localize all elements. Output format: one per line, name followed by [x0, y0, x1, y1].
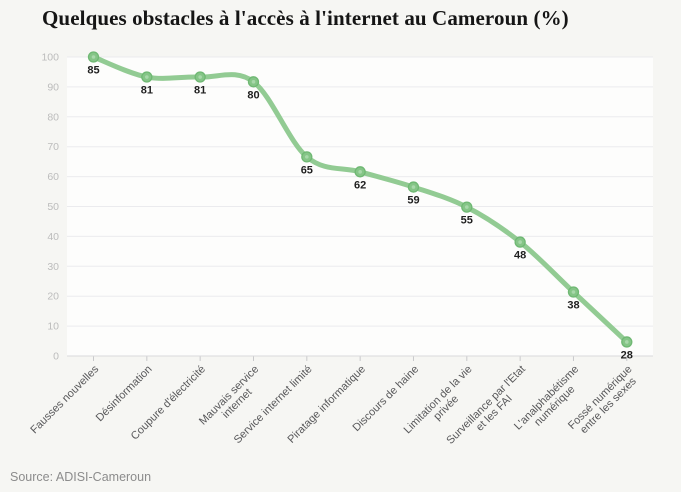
data-point-core [411, 185, 416, 189]
value-label: 62 [354, 179, 366, 191]
data-point-core [305, 155, 309, 159]
value-label: 85 [87, 65, 99, 77]
y-axis-label: 90 [47, 81, 59, 93]
y-axis-label: 20 [47, 291, 59, 303]
value-label: 55 [461, 215, 473, 227]
data-point-core [198, 75, 202, 79]
value-label: 81 [141, 85, 153, 97]
data-point-core [251, 80, 256, 84]
value-label: 80 [247, 89, 259, 101]
x-axis-ticks [93, 356, 628, 361]
value-label: 59 [407, 195, 419, 207]
data-point-core [145, 75, 149, 79]
y-axis-label: 50 [47, 201, 59, 213]
source-credit: Source: ADISI-Cameroun [10, 470, 152, 484]
chart-title: Quelques obstacles à l'accès à l'interne… [42, 6, 569, 30]
y-axis-label: 30 [47, 261, 59, 273]
y-axis-label: 100 [41, 52, 59, 64]
value-label: 48 [514, 250, 526, 262]
y-axis-labels: 0 10 20 30 40 50 60 70 80 90 100 [41, 52, 59, 363]
value-labels: 85 81 81 80 65 62 59 55 48 38 28 [87, 65, 633, 362]
value-label: 81 [194, 85, 206, 97]
data-point-core [518, 240, 522, 244]
value-label: 38 [567, 300, 579, 312]
y-axis-label: 70 [47, 141, 59, 153]
y-axis-label: 0 [53, 351, 59, 363]
y-axis-label: 60 [47, 171, 59, 183]
data-points [87, 51, 633, 348]
y-axis-label: 40 [47, 231, 59, 243]
data-point-core [571, 290, 576, 294]
x-axis-label: Désinformation [94, 363, 155, 424]
y-axis-label: 80 [47, 111, 59, 123]
y-axis-label: 10 [47, 321, 59, 333]
x-axis-label-line: Désinformation [94, 363, 155, 424]
value-label: 28 [621, 349, 633, 361]
data-point-core [358, 170, 362, 174]
data-point-core [465, 205, 469, 209]
x-axis-label-line: Fausses nouvelles [28, 363, 101, 436]
x-axis-label: Fausses nouvelles [28, 363, 101, 436]
value-label: 65 [301, 164, 313, 176]
data-point-core [91, 55, 96, 59]
data-point-core [625, 340, 629, 344]
